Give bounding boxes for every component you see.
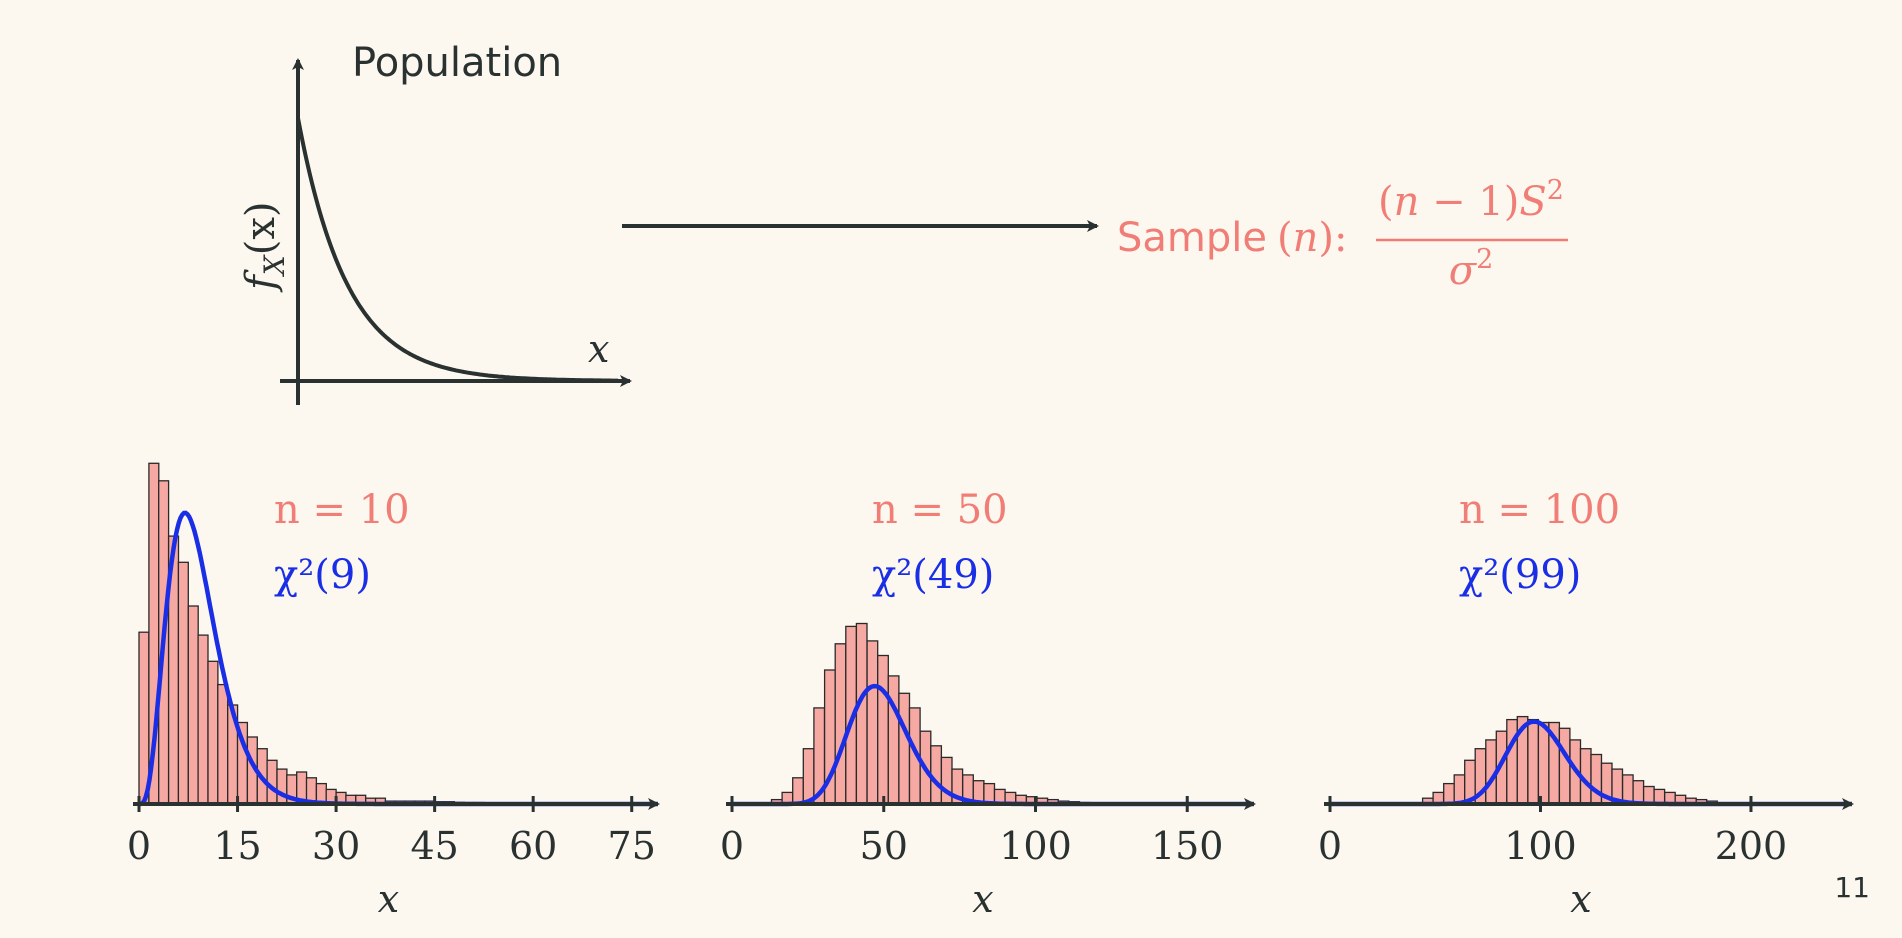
sample-label: Sample (n): [1117, 215, 1347, 261]
histogram-bar [207, 660, 219, 805]
x-tick-label: 30 [312, 824, 360, 868]
histogram-panels: 0 15 30 45 60 75 x n = 10 χ²(9) 0 50 100 150 x n = 50 χ… [127, 462, 1854, 921]
histogram-bar [187, 605, 199, 805]
histogram-bar [276, 768, 288, 805]
histogram-bar [1558, 727, 1571, 805]
x-axis-label: x [972, 877, 993, 921]
chi-square-label: χ²(9) [274, 552, 371, 598]
histogram-bar [1443, 782, 1455, 805]
x-tick-label: 0 [1318, 824, 1342, 868]
chi-square-label: χ²(49) [872, 552, 994, 598]
population-diagram: Population x fX(x) [238, 40, 632, 405]
x-tick-label: 200 [1715, 824, 1788, 868]
histogram-bar [1632, 780, 1645, 805]
histogram-bar [177, 561, 189, 805]
population-density-curve [296, 117, 618, 383]
page-number: 11 [1834, 871, 1870, 904]
histogram-bar [1506, 718, 1518, 805]
histogram-bar [197, 634, 209, 805]
histogram-bar [940, 756, 953, 805]
histogram-bar [1590, 753, 1603, 805]
sample-size-label: n = 100 [1459, 487, 1620, 533]
x-tick-label: 60 [509, 824, 557, 868]
population-y-label: fX(x) [238, 201, 291, 293]
sample-size-label: n = 10 [274, 487, 410, 533]
x-tick-label: 45 [410, 824, 458, 868]
histogram-bar [866, 640, 879, 805]
histogram-bar [877, 654, 889, 805]
x-tick-label: 100 [999, 824, 1072, 868]
histogram-panel-3: 0 100 200 x n = 100 χ²(99) [1318, 487, 1854, 921]
x-axis-label: x [1570, 877, 1591, 921]
x-tick-label: 75 [608, 824, 656, 868]
chi-square-label: χ²(99) [1459, 552, 1581, 598]
histogram-panel-1: 0 15 30 45 60 75 x n = 10 χ²(9) [127, 462, 660, 921]
histogram-panel-2: 0 50 100 150 x n = 50 χ²(49) [720, 487, 1256, 921]
histogram-bar [898, 692, 911, 805]
histogram-bar [855, 622, 868, 805]
population-title: Population [352, 40, 562, 86]
x-tick-label: 150 [1151, 824, 1224, 868]
x-tick-label: 0 [720, 824, 744, 868]
histogram-bar [887, 675, 900, 805]
histogram-bar [1537, 721, 1550, 805]
x-tick-label: 100 [1504, 824, 1577, 868]
histogram-bar [792, 777, 804, 805]
histogram-bar [217, 683, 229, 805]
sample-denominator: σ2 [1449, 244, 1494, 294]
histogram-bar [1453, 774, 1466, 805]
sample-formula: Sample (n): (n − 1)S2 σ2 [1117, 175, 1568, 294]
histogram-bar [834, 643, 847, 805]
population-x-label: x [588, 327, 609, 371]
x-tick-label: 0 [127, 824, 151, 868]
x-axis-label: x [378, 877, 399, 921]
sample-size-label: n = 50 [872, 487, 1008, 533]
histogram-bar [802, 748, 815, 805]
x-tick-label: 50 [860, 824, 908, 868]
histogram-bar [1527, 718, 1540, 805]
x-tick-label: 15 [213, 824, 261, 868]
sample-numerator: (n − 1)S2 [1378, 175, 1564, 225]
